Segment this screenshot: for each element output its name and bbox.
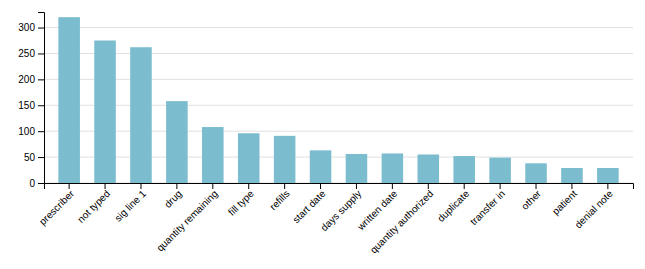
x-tick-label: other [519,187,543,211]
x-axis: prescribernot typedsig line 1drugquantit… [37,183,634,255]
x-tick: other [519,183,543,212]
x-tick-mark [212,183,213,189]
x-tick-mark [105,183,106,189]
bar [274,136,296,183]
x-tick-label: not typed [75,188,112,225]
y-tick-mark [38,105,44,106]
bar [453,156,475,183]
x-tick-mark [536,183,537,189]
bar [597,168,619,183]
bar [202,127,224,183]
bar [58,17,80,183]
y-tick: 100 [18,126,44,137]
x-tick-mark [571,183,572,189]
x-tick: duplicate [435,183,471,224]
grid [44,28,633,183]
x-tick: denial note [573,183,616,230]
x-tick-mark [176,183,177,189]
y-tick-label: 300 [18,22,35,33]
y-tick-mark [38,28,44,29]
x-tick: quantity authorized [368,183,436,255]
x-tick-mark [464,183,465,189]
y-axis: 0 50 100 150 200 250 300 [18,13,44,189]
x-tick-label: transfer in [468,188,507,227]
x-tick: not typed [75,183,112,225]
y-tick: 200 [18,74,44,85]
x-tick-label: patient [550,188,579,217]
y-tick-mark [38,79,44,80]
x-tick-label: drug [162,188,184,210]
x-tick-label: prescriber [37,187,77,227]
x-tick-mark [248,183,249,189]
x-tick-mark [320,183,321,189]
bar [489,158,511,183]
y-tick-label: 250 [18,48,35,59]
x-tick-mark [428,183,429,189]
y-tick: 50 [24,152,44,163]
y-tick: 150 [18,100,44,111]
x-axis-line [45,184,634,190]
bar [94,41,116,184]
x-tick: transfer in [468,183,507,227]
y-axis-line [38,13,45,184]
x-tick-mark [356,183,357,189]
y-tick-mark [38,53,44,54]
bar [346,154,368,183]
x-tick: drug [162,183,184,210]
y-tick-label: 200 [18,74,35,85]
x-tick-mark [69,183,70,189]
x-tick: start date [290,183,328,225]
x-tick: fill type [226,183,256,218]
plot-area: 0 50 100 150 200 250 300 prescribernot typedsig… [18,13,633,256]
grid-line [44,27,633,28]
x-tick: quantity remaining [154,183,220,254]
y-tick: 250 [18,48,44,59]
x-tick-label: quantity remaining [154,188,220,254]
y-tick-label: 0 [29,178,35,189]
bar [166,101,188,183]
y-tick: 300 [18,22,44,33]
x-tick-label: denial note [573,188,616,231]
bar [561,168,583,183]
bar [418,155,440,184]
y-tick-mark [38,131,44,132]
x-tick: refills [267,183,291,212]
x-tick-label: start date [290,188,328,226]
bars [58,17,618,183]
x-tick-mark [140,183,141,189]
y-tick-label: 100 [18,126,35,137]
chart-svg: 0 50 100 150 200 250 300 prescribernot typedsig… [0,0,645,269]
x-tick-mark [284,183,285,189]
x-tick: patient [550,183,579,217]
bar [130,47,152,183]
x-tick-label: refills [267,188,291,212]
x-tick: prescriber [37,183,77,227]
bar [310,150,332,183]
bar [525,163,547,183]
x-tick-mark [392,183,393,189]
x-tick: sig line 1 [112,183,148,224]
y-tick-label: 50 [24,152,36,163]
x-tick-mark [500,183,501,189]
y-tick-mark [38,157,44,158]
x-tick-label: quantity authorized [368,188,436,256]
x-tick-mark [607,183,608,189]
x-tick-label: sig line 1 [112,188,148,224]
x-tick-label: fill type [226,188,256,218]
y-tick-mark [38,183,44,184]
y-tick-label: 150 [18,100,35,111]
bar [382,153,404,183]
y-tick: 0 [29,178,44,189]
x-tick-label: duplicate [435,188,471,224]
bar [238,133,260,183]
